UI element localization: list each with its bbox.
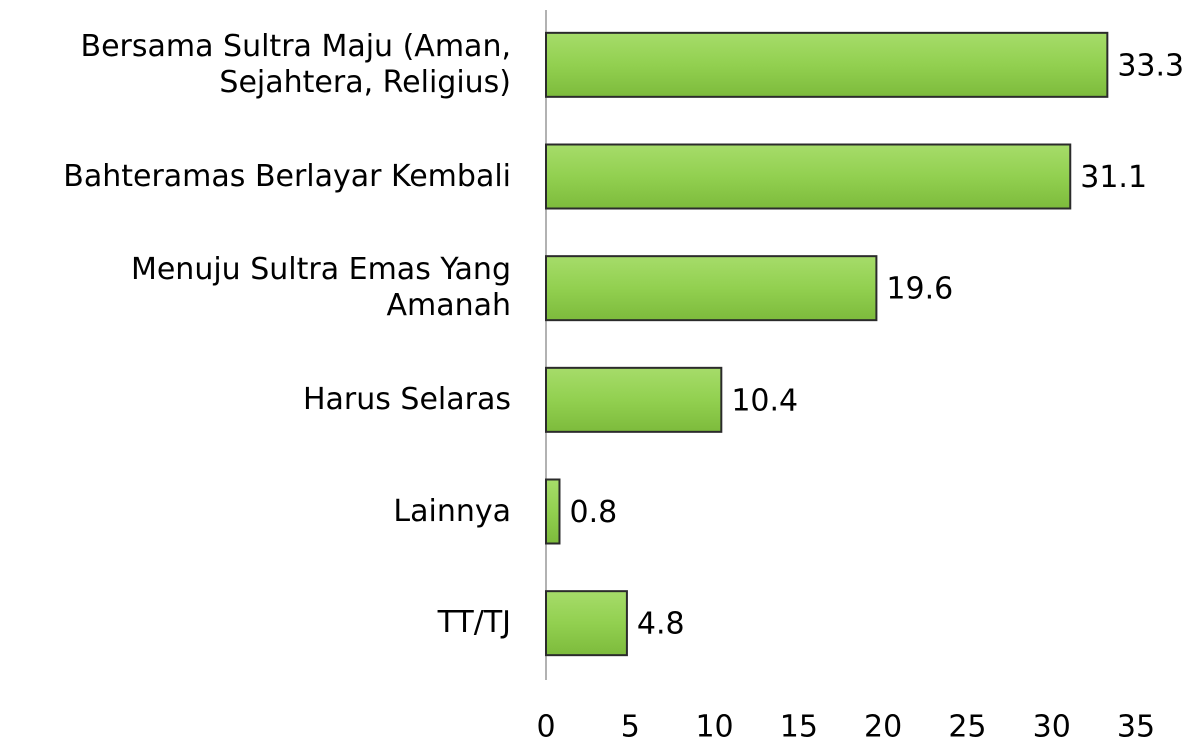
value-label: 4.8 [637,607,685,642]
y-tick-label: Bersama Sultra Maju (Aman, Sejahtera, Re… [80,28,511,100]
x-tick-label: 20 [864,710,902,745]
bar [545,590,628,657]
x-tick-label: 0 [536,710,555,745]
x-tick-label: 35 [1117,710,1155,745]
bar [545,255,878,322]
y-tick-label: Lainnya [393,493,511,529]
x-tick-label: 5 [621,710,640,745]
bar [545,366,723,433]
x-tick-label: 10 [695,710,733,745]
x-tick-label: 25 [948,710,986,745]
x-tick-label: 15 [780,710,818,745]
value-label: 0.8 [569,495,617,530]
y-tick-label: Harus Selaras [302,381,511,417]
bar [545,143,1072,210]
value-label: 10.4 [731,383,798,418]
y-tick-label: Bahteramas Berlayar Kembali [63,158,511,194]
value-label: 33.3 [1117,48,1184,83]
bar [545,478,561,545]
x-tick-label: 30 [1033,710,1071,745]
y-tick-label: TT/TJ [437,605,511,641]
y-tick-label: Menuju Sultra Emas Yang Amanah [130,252,511,324]
value-label: 31.1 [1080,160,1147,195]
bar [545,31,1109,98]
value-label: 19.6 [886,272,953,307]
